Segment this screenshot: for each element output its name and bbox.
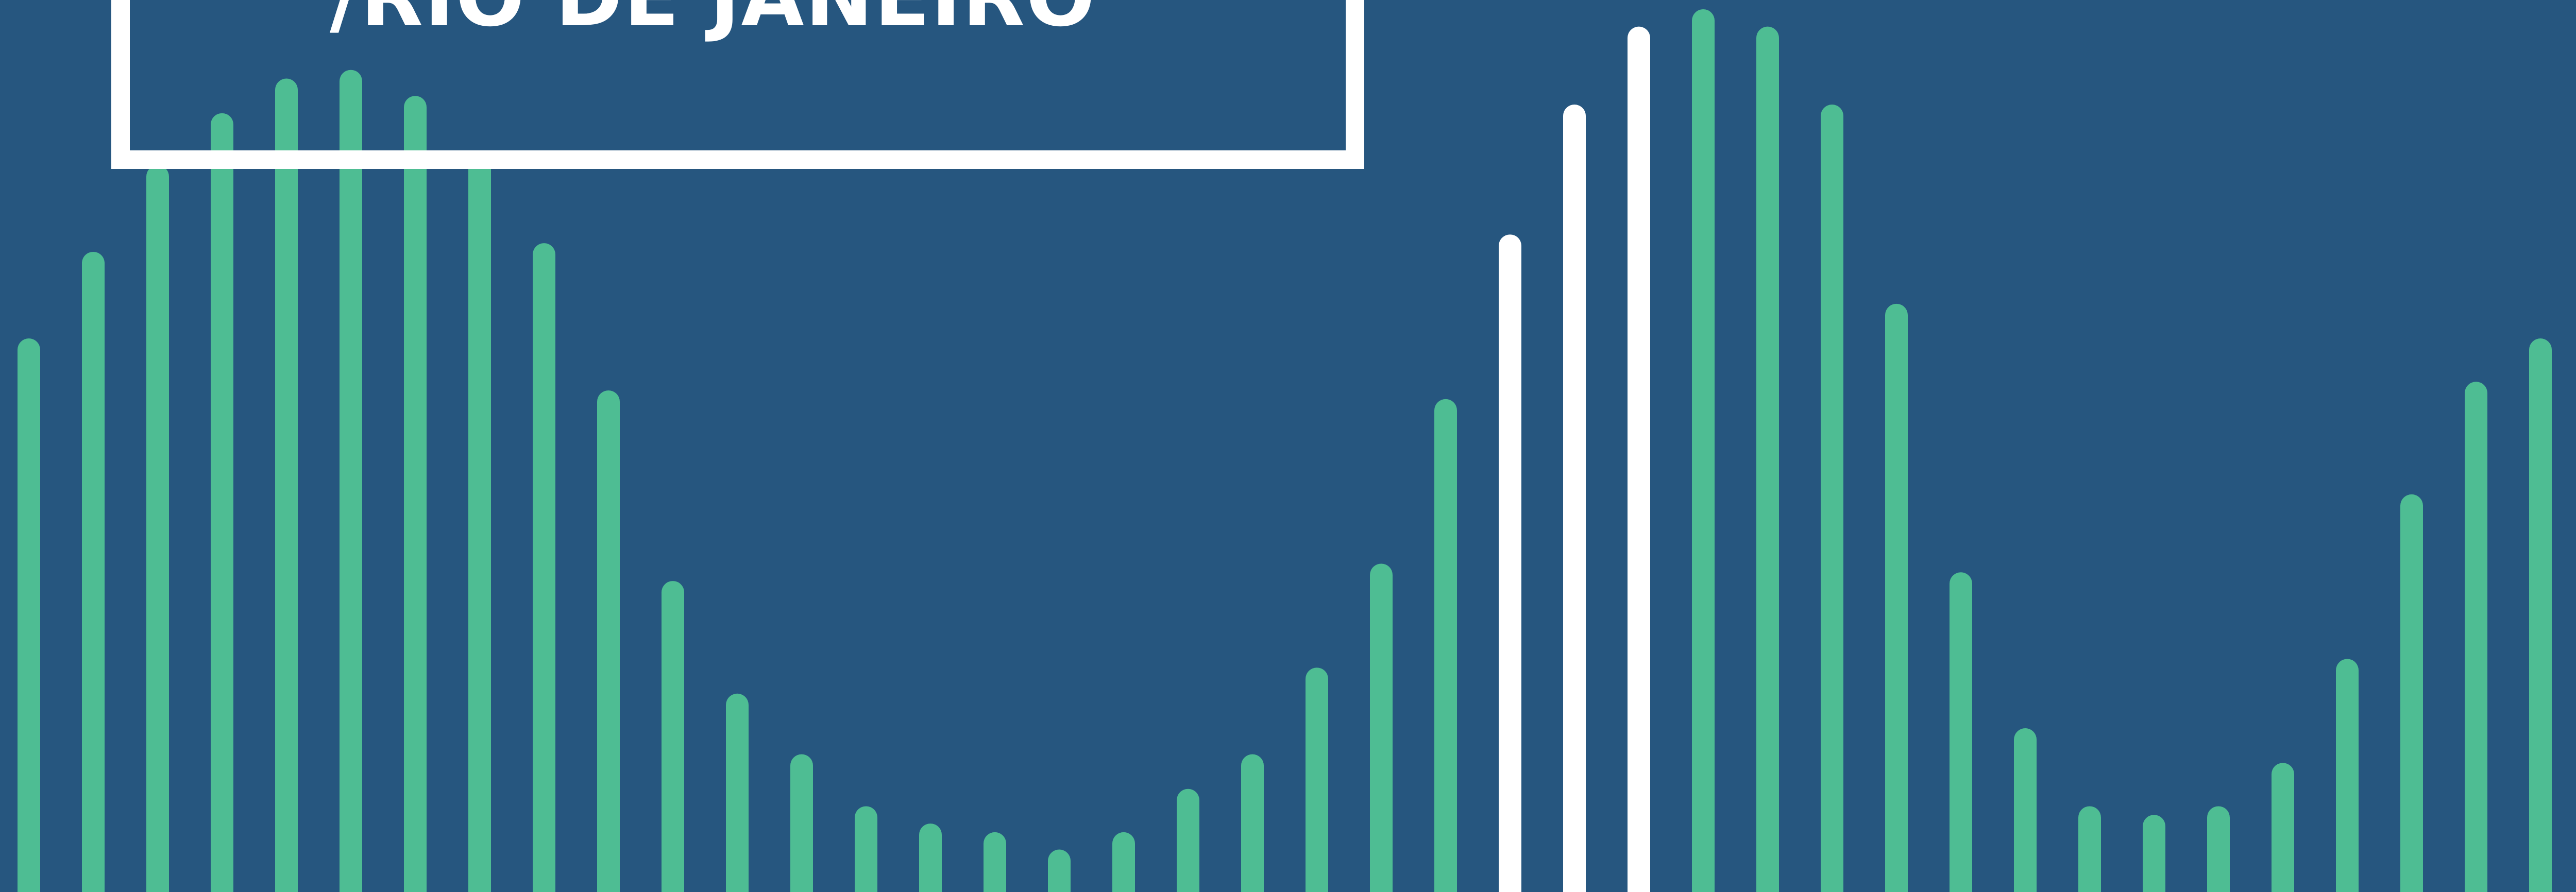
- waveform-bar-15: [919, 824, 942, 892]
- waveform-bar-8: [468, 156, 491, 892]
- waveform-bar-13: [790, 754, 813, 892]
- waveform-bar-23: [1434, 399, 1457, 892]
- waveform-bar-7: [404, 96, 427, 892]
- waveform-bar-30: [1885, 303, 1908, 892]
- waveform-bar-4: [211, 113, 233, 892]
- waveform-bar-27: [1692, 9, 1715, 892]
- waveform-bar-11: [662, 581, 684, 892]
- waveform-bar-9: [533, 243, 555, 892]
- waveform-bar-2: [82, 251, 105, 892]
- waveform-bar-16: [984, 832, 1006, 892]
- waveform-bar-10: [597, 390, 620, 892]
- waveform-bar-32: [2014, 728, 2037, 892]
- page-title: /RIO DE JANEIRO: [330, 0, 1309, 41]
- waveform-bar-33: [2078, 806, 2101, 892]
- waveform-bar-20: [1241, 754, 1264, 892]
- waveform-bar-34: [2143, 815, 2165, 892]
- waveform-bar-14: [855, 806, 877, 892]
- waveform-bar-1: [18, 338, 40, 892]
- waveform-bar-12: [726, 693, 749, 892]
- waveform-bar-22: [1370, 563, 1393, 892]
- waveform-bar-29: [1821, 105, 1843, 892]
- waveform-bar-40: [2529, 338, 2552, 892]
- waveform-bar-35: [2207, 806, 2230, 892]
- waveform-bar-25: [1563, 105, 1586, 892]
- waveform-bar-6: [340, 70, 362, 892]
- waveform-bar-26: [1628, 26, 1650, 892]
- waveform-bar-21: [1306, 667, 1328, 892]
- waveform-bars: [18, 9, 2552, 892]
- waveform-bar-28: [1756, 26, 1779, 892]
- waveform-bar-39: [2465, 382, 2487, 892]
- waveform-bar-5: [275, 78, 298, 892]
- waveform-bar-24: [1499, 234, 1521, 892]
- waveform-bar-38: [2400, 494, 2423, 892]
- waveform-bar-3: [146, 165, 169, 892]
- waveform-bar-31: [1950, 572, 1972, 892]
- waveform-bar-36: [2272, 763, 2294, 892]
- waveform-bar-18: [1112, 832, 1135, 892]
- waveform-bar-19: [1177, 788, 1199, 892]
- waveform-bar-17: [1048, 849, 1071, 892]
- waveform-bar-37: [2336, 659, 2359, 892]
